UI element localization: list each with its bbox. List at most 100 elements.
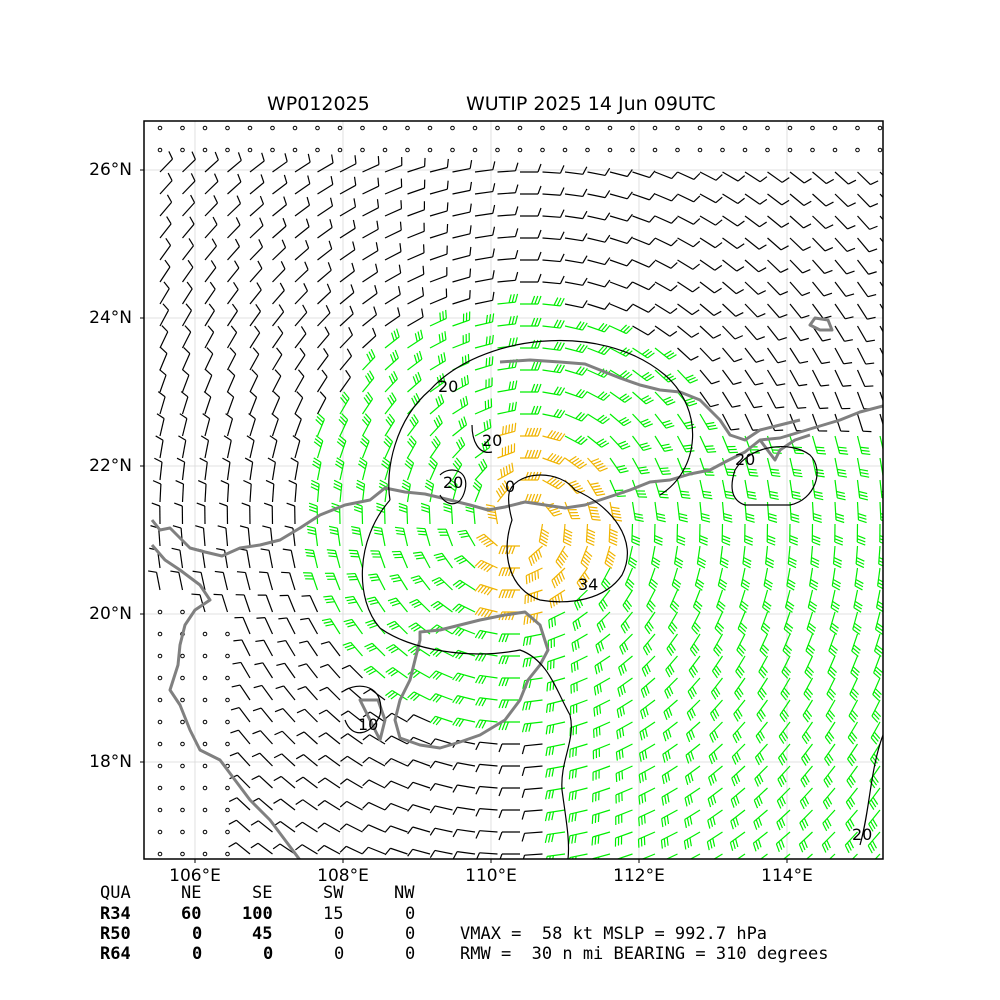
wind-barb-flag bbox=[508, 589, 513, 599]
wind-barb-flag bbox=[827, 690, 835, 698]
wind-barb-flag bbox=[416, 527, 426, 530]
wind-barb-shaft bbox=[587, 281, 605, 288]
wind-barb-flag bbox=[782, 690, 789, 698]
wind-barb-flag bbox=[476, 533, 485, 539]
wind-barb-flag bbox=[295, 754, 304, 760]
wind-barb-flag bbox=[838, 475, 848, 478]
wind-barb-shaft bbox=[316, 376, 328, 393]
wind-barb-flag bbox=[339, 845, 347, 853]
wind-barb-flag bbox=[882, 471, 883, 474]
wind-barb-flag bbox=[816, 449, 826, 452]
wind-barb-flag bbox=[831, 603, 840, 610]
wind-barb-flag bbox=[809, 600, 818, 607]
wind-barb-flag bbox=[775, 843, 780, 852]
wind-barb-flag bbox=[735, 711, 741, 720]
wind-barb-flag bbox=[156, 413, 165, 419]
wind-barb-flag bbox=[831, 585, 841, 591]
wind-barb-flag bbox=[534, 471, 539, 481]
wind-barb-flag bbox=[733, 775, 738, 785]
wind-barb-flag bbox=[661, 797, 665, 806]
wind-barb-flag bbox=[484, 440, 488, 450]
wind-barb-shaft bbox=[280, 798, 296, 811]
wind-barb-flag bbox=[545, 856, 548, 859]
wind-barb-shaft bbox=[677, 237, 694, 248]
wind-barb-flag bbox=[452, 603, 460, 611]
wind-barb-flag bbox=[644, 793, 647, 802]
wind-barb-flag bbox=[695, 600, 703, 607]
wind-barb-flag bbox=[638, 466, 647, 469]
wind-barb-flag bbox=[763, 600, 772, 607]
wind-barb-flag bbox=[508, 464, 511, 473]
wind-barb-shaft bbox=[294, 311, 308, 327]
col-header: QUA bbox=[100, 883, 131, 903]
wind-barb-shaft bbox=[306, 640, 318, 657]
wind-barb-flag bbox=[230, 729, 239, 734]
wind-barb-flag bbox=[644, 749, 648, 759]
wind-barb-shaft bbox=[767, 325, 780, 341]
wind-barb-flag bbox=[776, 800, 782, 809]
wind-barb-flag bbox=[643, 666, 649, 675]
wind-barb-flag bbox=[457, 606, 465, 614]
wind-barb-flag bbox=[604, 324, 611, 333]
table-cell: 0 bbox=[334, 944, 345, 964]
wind-barb-flag bbox=[642, 647, 649, 656]
wind-barb-flag bbox=[491, 356, 494, 365]
wind-barb-flag bbox=[644, 626, 651, 635]
wind-barb-flag bbox=[624, 397, 633, 403]
wind-barb-flag bbox=[551, 746, 555, 755]
wind-barb-flag bbox=[310, 483, 320, 488]
wind-barb-shaft bbox=[227, 224, 241, 239]
wind-barb-flag bbox=[791, 519, 800, 523]
wind-barb-flag bbox=[392, 579, 402, 583]
wind-barb-flag bbox=[592, 518, 601, 521]
wind-barb-shaft bbox=[811, 347, 823, 364]
wind-barb-flag bbox=[206, 347, 214, 355]
wind-barb-flag bbox=[385, 667, 394, 673]
wind-barb-shaft bbox=[721, 413, 732, 431]
wind-barb-flag bbox=[710, 753, 716, 763]
wind-barb-flag bbox=[825, 755, 832, 764]
wind-barb-flag bbox=[546, 682, 549, 692]
wind-barb-flag bbox=[889, 318, 897, 320]
wind-barb-flag bbox=[534, 295, 539, 305]
wind-barb-flag bbox=[521, 723, 526, 733]
wind-barb-flag bbox=[350, 284, 355, 293]
wind-barb-flag bbox=[618, 729, 622, 738]
wind-barb-shaft bbox=[362, 335, 377, 349]
wind-barb-flag bbox=[575, 366, 582, 374]
wind-barb-flag bbox=[534, 427, 539, 437]
wind-barb-shaft bbox=[317, 269, 332, 283]
wind-barb-flag bbox=[758, 773, 764, 783]
wind-barb-flag bbox=[528, 701, 532, 710]
wind-barb-shaft bbox=[204, 181, 219, 195]
wind-barb-shaft bbox=[294, 462, 299, 481]
wind-barb-flag bbox=[251, 752, 261, 758]
wind-barb-flag bbox=[744, 541, 753, 546]
wind-barb-flag bbox=[764, 578, 773, 585]
wind-barb-shaft bbox=[178, 572, 184, 591]
wind-barb-shaft bbox=[384, 229, 402, 239]
wind-barb-flag bbox=[415, 557, 425, 560]
wind-barb-flag bbox=[168, 151, 174, 160]
wind-barb-flag bbox=[829, 666, 837, 674]
wind-barb-shaft bbox=[294, 247, 310, 261]
wind-barb-shaft bbox=[240, 662, 251, 679]
wind-barb-shaft bbox=[368, 846, 386, 855]
wind-barb-shaft bbox=[302, 821, 318, 833]
wind-barb-shaft bbox=[204, 462, 208, 481]
wind-barb-flag bbox=[317, 822, 325, 829]
wind-barb-flag bbox=[735, 795, 740, 804]
wind-barb-shaft bbox=[159, 440, 164, 459]
wind-barb-flag bbox=[455, 673, 462, 682]
wind-barb-shaft bbox=[587, 237, 606, 243]
wind-barb-shaft bbox=[325, 754, 341, 767]
wind-barb-flag bbox=[737, 628, 745, 635]
wind-barb-flag bbox=[474, 479, 483, 486]
wind-barb-flag bbox=[600, 601, 606, 610]
wind-barb-shaft bbox=[632, 259, 650, 268]
wind-barb-flag bbox=[619, 370, 628, 377]
wind-barb-shaft bbox=[181, 418, 188, 437]
wind-barb-shaft bbox=[181, 440, 187, 459]
wind-barb-flag bbox=[621, 644, 626, 653]
wind-barb-shaft bbox=[204, 202, 218, 217]
